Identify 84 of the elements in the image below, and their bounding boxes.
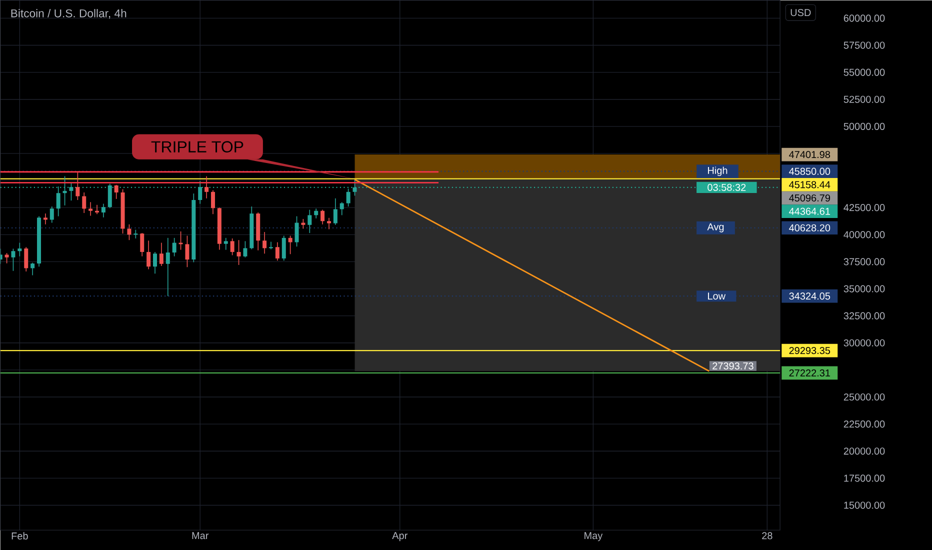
candlestick (210, 190, 215, 214)
candlestick (314, 208, 318, 219)
candlestick (326, 217, 331, 230)
y-tick-label: 50000.00 (844, 122, 885, 130)
annotation: TRIPLE TOP (151, 141, 244, 152)
candlestick (114, 184, 118, 200)
candlestick (217, 207, 222, 250)
annotation: Low (708, 292, 726, 300)
candlestick (185, 235, 190, 268)
candlestick (166, 237, 170, 296)
candlestick (159, 242, 164, 266)
candlestick (101, 203, 106, 218)
y-tick-label: 35000.00 (844, 285, 885, 292)
x-tick-label: Mar (192, 532, 209, 540)
candlestick (153, 252, 157, 274)
candlestick (18, 242, 22, 257)
y-tick-label: 17500.00 (844, 474, 885, 482)
candlestick (230, 238, 234, 256)
candlestick (88, 202, 93, 216)
candlestick (127, 224, 132, 240)
candlestick (204, 176, 209, 199)
candlestick (146, 240, 151, 270)
y-tick-label: 22500.00 (844, 420, 885, 428)
y-tick-label: 52500.00 (844, 96, 885, 103)
candlestick (95, 204, 100, 214)
y-tick-label: 40000.00 (844, 231, 885, 238)
candlestick (82, 192, 86, 214)
data-label: 27393.73 (712, 362, 754, 370)
candlestick (24, 246, 28, 272)
candlestick (4, 252, 9, 264)
candlestick (192, 193, 196, 263)
candlestick (301, 218, 306, 230)
candlestick (333, 198, 338, 226)
y-tick-label: 25000.00 (844, 393, 885, 400)
candlestick (268, 241, 273, 250)
x-tick-label: 28 (762, 532, 772, 540)
annotation: 03:58:32 (708, 184, 746, 191)
candlestick (275, 242, 280, 261)
y-tick-label: 37500.00 (844, 258, 885, 266)
x-tick-label: May (584, 532, 603, 542)
annotation: High (708, 166, 728, 176)
candlestick (120, 188, 125, 234)
y-tick-label: 32500.00 (844, 312, 885, 320)
candlestick (30, 262, 35, 276)
candlestick (50, 206, 54, 224)
y-tick-label: 42500.00 (844, 204, 885, 212)
candlestick (224, 237, 228, 250)
candlestick (320, 209, 325, 225)
ref-line-label: 34324.05 (789, 292, 830, 300)
y-tick-label: 55000.00 (844, 68, 885, 76)
annotation: Avg (707, 223, 724, 232)
y-tick-label: 30000.00 (844, 339, 885, 346)
ref-line-label: 45850.00 (789, 168, 830, 175)
candlestick (140, 232, 144, 257)
y-tick-label: 60000.00 (844, 14, 885, 22)
candlestick (288, 235, 292, 254)
candlestick (340, 202, 344, 216)
candlestick (76, 170, 80, 200)
y-tick-label: 57500.00 (844, 42, 885, 49)
ref-line-label: 45158.44 (789, 181, 830, 188)
candlestick (250, 206, 254, 250)
y-tick-label: 15000.00 (844, 502, 885, 509)
candlestick (282, 235, 286, 261)
candlestick (37, 216, 42, 267)
ref-line-label: 27222.31 (789, 369, 830, 376)
candlestick (172, 237, 176, 257)
candlestick (236, 240, 241, 266)
candlestick (308, 209, 312, 234)
candlestick (11, 248, 16, 272)
text: USD (790, 8, 811, 16)
candlestick (294, 216, 299, 247)
candlestick (262, 231, 267, 254)
text: Bitcoin / U.S. Dollar, 4h (11, 8, 126, 19)
y-tick-label: 20000.00 (844, 448, 885, 455)
band-label: 47401.98 (789, 150, 830, 158)
candlestick (243, 240, 248, 258)
candlestick (256, 212, 260, 251)
band-label: 45096.79 (789, 194, 830, 202)
x-tick-label: Feb (12, 532, 28, 540)
ref-line-label: 40628.20 (789, 224, 830, 232)
ref-line-label: 29293.35 (789, 346, 830, 354)
x-tick-label: Apr (392, 532, 408, 542)
candlestick (43, 213, 48, 225)
ref-line-label: 44364.61 (789, 208, 830, 215)
